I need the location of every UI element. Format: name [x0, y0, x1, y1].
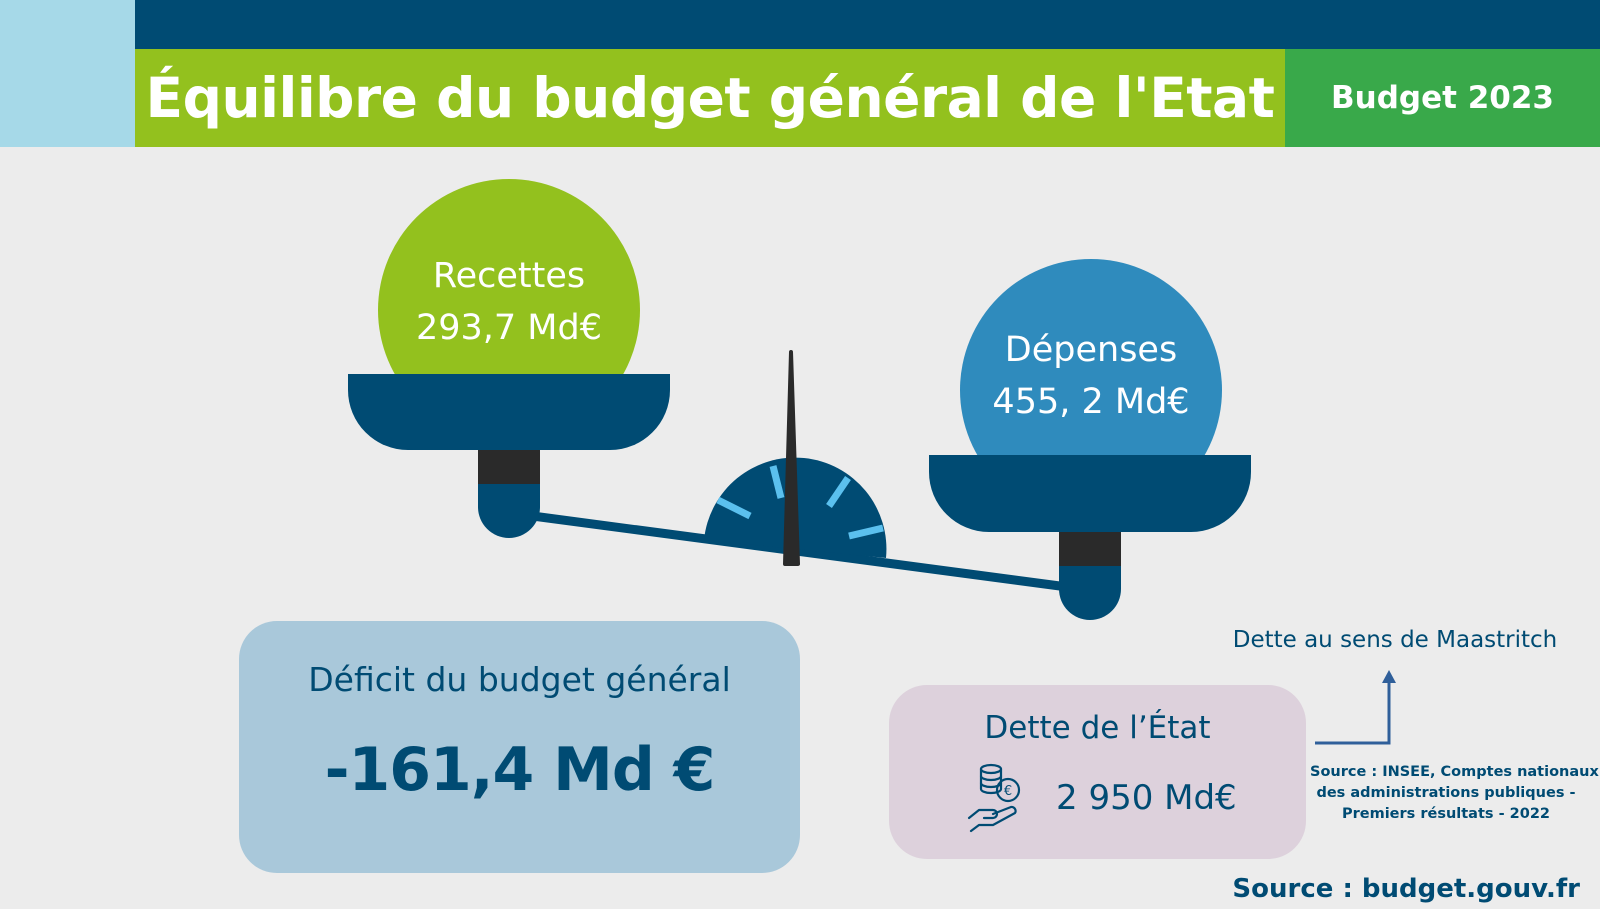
left-hanger [478, 484, 540, 538]
recettes-value: 293,7 Md€ [415, 308, 602, 348]
title-band: Équilibre du budget général de l'Etat [135, 49, 1285, 147]
budget-badge: Budget 2023 [1285, 49, 1600, 147]
deficit-value: -161,4 Md € [324, 735, 716, 805]
scale-needle [783, 350, 800, 566]
recettes-text: Recettes 293,7 Md€ [378, 250, 640, 354]
svg-text:€: € [1004, 784, 1012, 799]
right-hanger [1059, 566, 1121, 620]
page-title: Équilibre du budget général de l'Etat [145, 66, 1275, 130]
gauge-ticks [716, 465, 884, 540]
deficit-card [239, 621, 800, 873]
left-accent-block [0, 0, 135, 147]
footer-source: Source : budget.gouv.fr [1232, 874, 1580, 904]
dette-label: Dette de l’État [984, 710, 1211, 746]
deficit-label: Déficit du budget général [308, 660, 731, 699]
dette-card [889, 685, 1306, 859]
dette-value: 2 950 Md€ [1056, 778, 1237, 818]
depenses-value: 455, 2 Md€ [992, 382, 1190, 422]
recettes-label: Recettes [432, 256, 586, 296]
insee-source-line: Premiers résultats - 2022 [1341, 806, 1550, 822]
right-connector [1059, 532, 1121, 566]
top-bar [135, 0, 1600, 49]
gauge-tick [848, 524, 884, 540]
left-pan [348, 374, 670, 450]
scale-beam [505, 508, 1095, 595]
depenses-label: Dépenses [1004, 330, 1178, 370]
right-pan [929, 455, 1251, 532]
gauge-tick [826, 476, 851, 508]
gauge-tick [769, 465, 785, 499]
insee-source: Source : INSEE, Comptes nationaux des ad… [1310, 762, 1599, 825]
gauge-tick [716, 496, 752, 520]
coins-hand-icon: € [967, 763, 1021, 833]
depenses-text: Dépenses 455, 2 Md€ [960, 324, 1222, 428]
left-connector [478, 450, 540, 484]
budget-badge-label: Budget 2023 [1331, 80, 1554, 116]
maastricht-arrow [1315, 680, 1391, 745]
maastricht-label: Dette au sens de Maastritch [1232, 627, 1558, 653]
arrow-head-icon [1382, 670, 1396, 683]
insee-source-line: des administrations publiques - [1316, 785, 1576, 801]
insee-source-line: Source : INSEE, Comptes nationaux [1310, 764, 1599, 780]
